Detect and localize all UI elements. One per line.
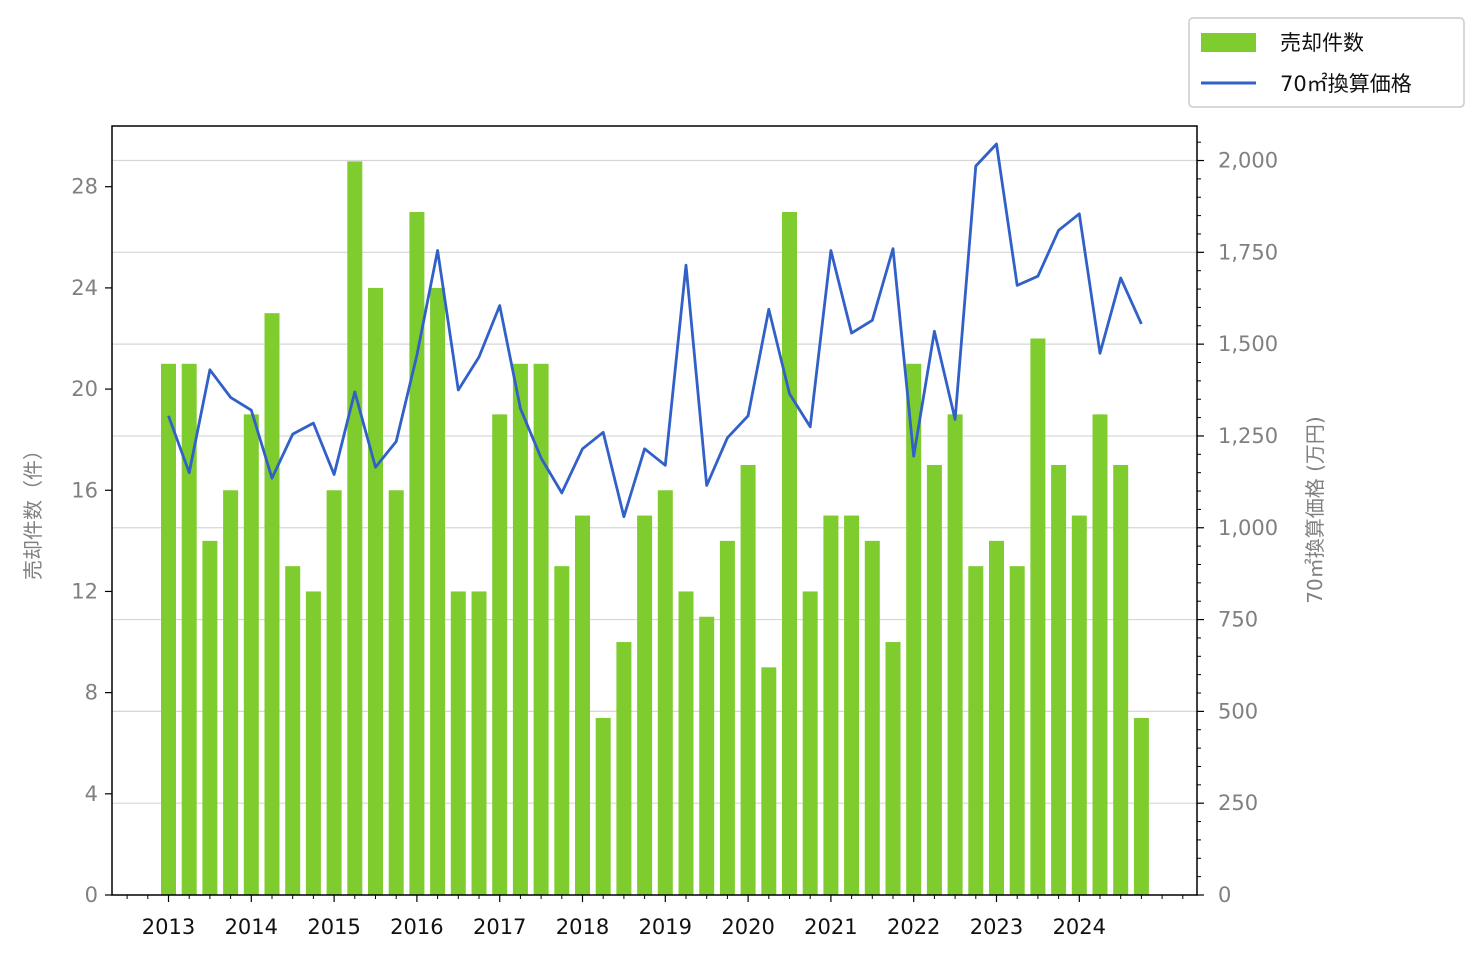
bar [388, 490, 404, 895]
bar [885, 642, 901, 895]
left-tick-label: 12 [71, 579, 98, 603]
legend-bar-label: 売却件数 [1280, 31, 1364, 55]
bar [1030, 338, 1046, 896]
bar [864, 540, 880, 895]
bar [782, 212, 797, 895]
y-axis-title-right: 70㎡換算価格 (万円) [1303, 416, 1327, 603]
legend-line-label: 70㎡換算価格 [1280, 72, 1412, 96]
x-tick-label: 2014 [225, 915, 278, 939]
bar [699, 616, 715, 895]
left-tick-label: 4 [85, 782, 98, 806]
bar [844, 515, 860, 895]
x-tick-label: 2016 [390, 915, 443, 939]
x-tick-label: 2017 [473, 915, 526, 939]
bar [1133, 717, 1149, 895]
bar [409, 212, 425, 895]
bar [1071, 515, 1087, 895]
bar [575, 515, 590, 895]
bar [305, 591, 321, 895]
bar [181, 363, 197, 895]
x-tick-label: 2015 [307, 915, 360, 939]
bar [616, 642, 632, 895]
x-tick-label: 2013 [142, 915, 195, 939]
bar [326, 490, 342, 895]
right-tick-label: 0 [1218, 883, 1231, 907]
x-tick-label: 2024 [1053, 915, 1106, 939]
legend-box [1188, 17, 1465, 108]
left-axis: 0 4 8 12 16 20 24 28 [71, 175, 112, 907]
x-tick-label: 2018 [556, 915, 609, 939]
x-tick-label: 2020 [721, 915, 774, 939]
line-series [167, 142, 1143, 519]
bar [761, 667, 777, 895]
bar [823, 515, 839, 895]
left-tick-label: 28 [71, 175, 98, 199]
bar [926, 464, 942, 895]
bar [512, 363, 528, 895]
x-tick-label: 2022 [887, 915, 940, 939]
bar [1009, 566, 1025, 895]
bar [347, 161, 363, 895]
bar [740, 464, 756, 895]
legend: 売却件数 70㎡換算価格 [1188, 17, 1465, 108]
bar [1113, 464, 1129, 895]
x-tick-label: 2019 [639, 915, 692, 939]
price-line [167, 142, 1143, 519]
right-tick-label: 1,000 [1218, 516, 1278, 540]
bar [368, 287, 383, 895]
bar [637, 515, 653, 895]
bar [1092, 414, 1108, 895]
bar [430, 287, 446, 895]
right-axis: 0 250 500 750 1,000 1,250 1,500 1,750 2,000 [1197, 141, 1278, 907]
x-axis: 2013 2014 2015 2016 2017 2018 2019 2020 2021 2022… [126, 895, 1184, 939]
left-tick-label: 8 [85, 681, 98, 705]
legend-bar-swatch [1201, 33, 1256, 52]
bar [657, 490, 673, 895]
right-tick-label: 1,750 [1218, 240, 1278, 264]
bar [533, 363, 549, 895]
bar [264, 313, 280, 895]
bar [223, 490, 239, 895]
bar [906, 363, 922, 895]
left-tick-label: 20 [71, 377, 98, 401]
right-tick-label: 750 [1218, 608, 1258, 632]
bar [719, 540, 735, 895]
bar [678, 591, 694, 895]
right-tick-label: 500 [1218, 699, 1258, 723]
right-tick-label: 2,000 [1218, 149, 1278, 173]
x-tick-label: 2023 [970, 915, 1023, 939]
bar [243, 414, 259, 895]
bar [802, 591, 818, 895]
bar [554, 566, 570, 895]
bars [161, 161, 1149, 896]
bar [450, 591, 466, 895]
right-tick-label: 1,250 [1218, 424, 1278, 448]
left-tick-label: 16 [71, 478, 98, 502]
bar [947, 414, 963, 895]
bar [202, 540, 218, 895]
plot-frame [111, 125, 1198, 896]
right-tick-label: 250 [1218, 791, 1258, 815]
bar [161, 363, 176, 895]
bar [989, 540, 1004, 895]
left-tick-label: 24 [71, 276, 98, 300]
x-tick-label: 2021 [804, 915, 857, 939]
bar [471, 591, 487, 895]
left-tick-label: 0 [85, 883, 98, 907]
y-axis-title-left: 売却件数（件） [21, 440, 45, 580]
bar [1051, 464, 1067, 895]
right-tick-label: 1,500 [1218, 332, 1278, 356]
bar [492, 414, 508, 895]
bar [285, 566, 301, 895]
bar [968, 566, 984, 895]
bar [595, 717, 611, 895]
